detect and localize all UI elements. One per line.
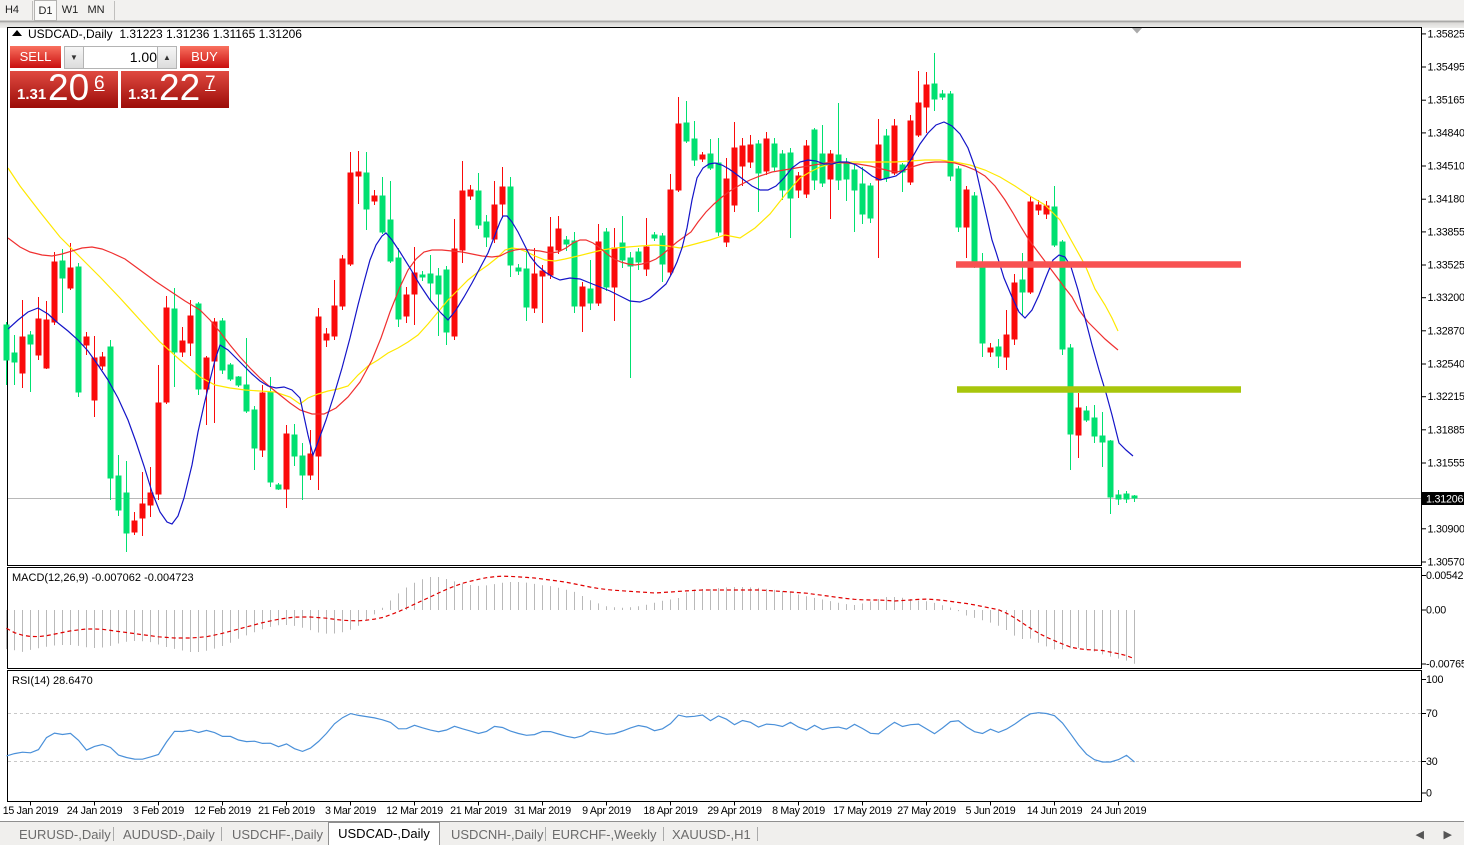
svg-text:100: 100	[1426, 674, 1443, 686]
svg-text:21 Feb 2019: 21 Feb 2019	[258, 805, 315, 817]
svg-text:8 May 2019: 8 May 2019	[772, 805, 825, 817]
svg-text:1.35495: 1.35495	[1428, 62, 1464, 74]
svg-text:14 Jun 2019: 14 Jun 2019	[1027, 805, 1083, 817]
svg-text:1.32215: 1.32215	[1428, 391, 1464, 403]
svg-text:1.31885: 1.31885	[1428, 424, 1464, 436]
svg-text:1.32540: 1.32540	[1428, 359, 1464, 371]
svg-text:21 Mar 2019: 21 Mar 2019	[450, 805, 507, 817]
svg-text:12 Feb 2019: 12 Feb 2019	[194, 805, 251, 817]
svg-text:29 Apr 2019: 29 Apr 2019	[707, 805, 762, 817]
svg-text:0: 0	[1426, 788, 1432, 800]
svg-text:MACD(12,26,9) -0.007062 -0.004: MACD(12,26,9) -0.007062 -0.004723	[12, 572, 194, 584]
svg-text:30: 30	[1426, 756, 1438, 768]
svg-text:9 Apr 2019: 9 Apr 2019	[582, 805, 631, 817]
svg-text:1.31555: 1.31555	[1428, 458, 1464, 470]
svg-text:15 Jan 2019: 15 Jan 2019	[3, 805, 59, 817]
svg-text:USDCAD-,Daily 1.31223 1.31236: USDCAD-,Daily 1.31223 1.31236 1.31165 1.…	[28, 27, 302, 41]
svg-text:1.30900: 1.30900	[1428, 523, 1464, 535]
svg-text:1.33200: 1.33200	[1428, 292, 1464, 304]
svg-text:70: 70	[1426, 708, 1438, 720]
svg-text:1.33855: 1.33855	[1428, 226, 1464, 238]
svg-text:24 Jun 2019: 24 Jun 2019	[1091, 805, 1147, 817]
svg-text:1.34840: 1.34840	[1428, 127, 1464, 139]
svg-text:0.005421: 0.005421	[1426, 570, 1464, 582]
svg-text:1.35825: 1.35825	[1428, 28, 1464, 40]
svg-text:27 May 2019: 27 May 2019	[897, 805, 956, 817]
svg-text:5 Jun 2019: 5 Jun 2019	[966, 805, 1016, 817]
svg-text:3 Feb 2019: 3 Feb 2019	[133, 805, 184, 817]
svg-text:RSI(14) 28.6470: RSI(14) 28.6470	[12, 675, 93, 687]
svg-text:17 May 2019: 17 May 2019	[833, 805, 892, 817]
svg-text:31 Mar 2019: 31 Mar 2019	[514, 805, 571, 817]
svg-text:12 Mar 2019: 12 Mar 2019	[386, 805, 443, 817]
svg-text:-0.007656: -0.007656	[1426, 659, 1464, 671]
svg-text:1.33525: 1.33525	[1428, 260, 1464, 272]
svg-text:0.00: 0.00	[1426, 605, 1446, 617]
svg-text:24 Jan 2019: 24 Jan 2019	[67, 805, 123, 817]
svg-text:1.34510: 1.34510	[1428, 161, 1464, 173]
svg-text:1.34180: 1.34180	[1428, 194, 1464, 206]
svg-text:18 Apr 2019: 18 Apr 2019	[643, 805, 698, 817]
svg-text:1.35165: 1.35165	[1428, 95, 1464, 107]
svg-text:1.32870: 1.32870	[1428, 325, 1464, 337]
svg-text:1.30570: 1.30570	[1428, 557, 1464, 569]
svg-text:1.31206: 1.31206	[1426, 494, 1463, 506]
svg-text:3 Mar 2019: 3 Mar 2019	[325, 805, 376, 817]
